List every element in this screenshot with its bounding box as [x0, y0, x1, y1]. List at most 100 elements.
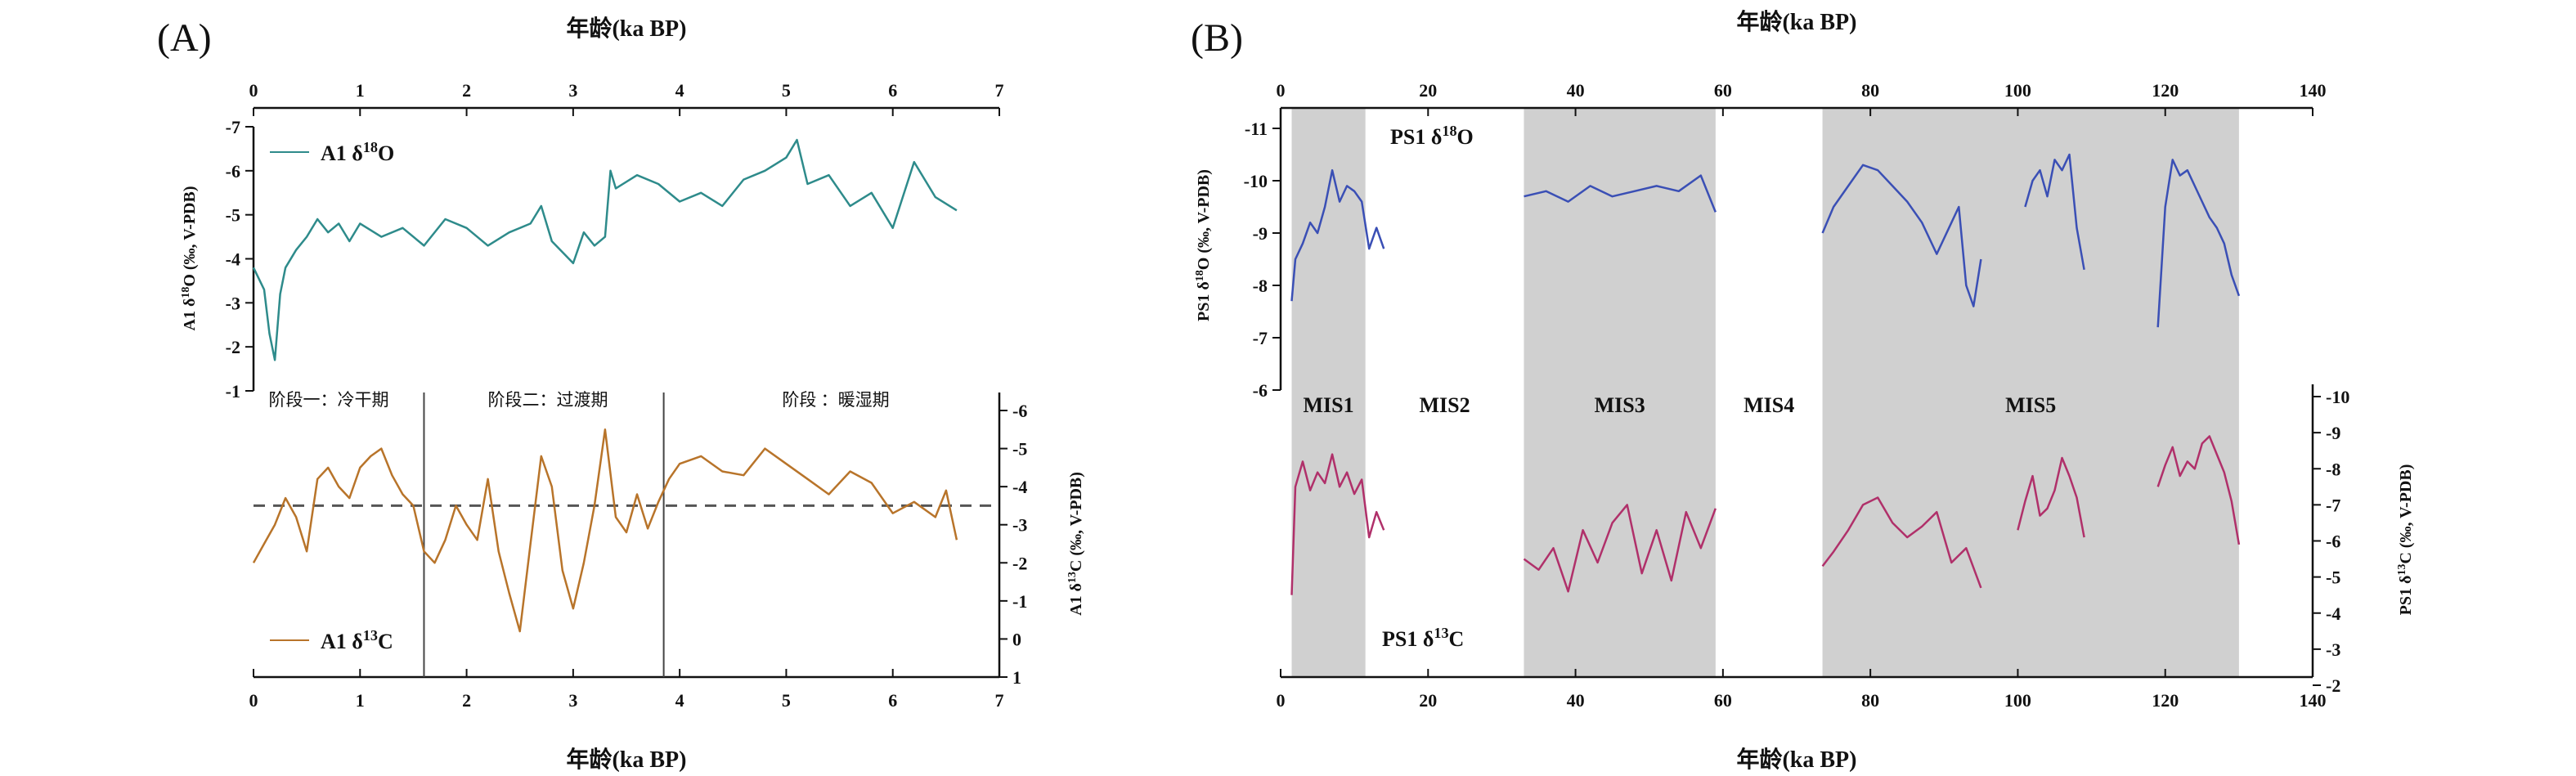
mis-label: MIS5 [2005, 393, 2056, 417]
series-line-ps1-d18o [2156, 159, 2241, 328]
right-y-tick-label: -5 [2326, 567, 2340, 588]
series-line-a1-d18o [252, 138, 958, 361]
right-y-tick-label: 1 [1012, 667, 1021, 688]
series-line-ps1-d13c [1523, 504, 1717, 593]
right-y-tick-label: -5 [1012, 439, 1027, 460]
stage-label: 阶段 ：暖湿期 [782, 390, 889, 410]
legend-label-a1-d18o: A1 δ18O [321, 139, 394, 165]
right-y-tick-label: 0 [1012, 629, 1021, 649]
stage-label: 阶段二：过渡期 [488, 390, 608, 410]
mis-label: MIS3 [1595, 393, 1645, 417]
series-line-ps1-d13c [2156, 435, 2241, 545]
left-y-tick-label: -3 [226, 293, 240, 313]
legend-label-a1-d13c: A1 δ13C [321, 627, 393, 653]
bottom-x-axis-title: 年龄(ka BP) [566, 746, 686, 773]
stage-label: 阶段一：冷干期 [269, 390, 389, 410]
top-x-tick-label: 80 [1861, 80, 1879, 101]
right-y-tick-label: -4 [2326, 603, 2340, 624]
bottom-x-tick-label: 7 [995, 690, 1004, 711]
bottom-x-tick-label: 4 [675, 690, 684, 711]
left-y-tick-label: -4 [226, 249, 240, 270]
top-x-tick-label: 0 [1277, 80, 1286, 101]
right-y-axis-label: PS1 δ13C (‰, V-PDB) [2396, 464, 2416, 616]
bottom-x-tick-label: 20 [1419, 690, 1437, 711]
series-line-ps1-d13c [1821, 496, 1982, 589]
bottom-x-tick-label: 3 [568, 690, 577, 711]
series-line-ps1-d18o [1524, 174, 1717, 213]
top-x-tick-label: 0 [249, 80, 258, 101]
top-x-tick-label: 4 [675, 80, 684, 101]
bottom-x-tick-label: 0 [249, 690, 258, 711]
bottom-x-tick-label: 100 [2004, 690, 2031, 711]
series-line-ps1-d18o [1821, 164, 1982, 307]
top-x-tick-label: 140 [2300, 80, 2327, 101]
right-y-tick-label: -6 [1012, 401, 1027, 421]
left-y-tick-label: -10 [1244, 171, 1268, 191]
bottom-x-axis-title: 年龄(ka BP) [1736, 746, 1856, 773]
top-x-tick-label: 3 [568, 80, 577, 101]
right-y-tick-label: -6 [2326, 532, 2340, 552]
bottom-x-tick-label: 120 [2152, 690, 2179, 711]
left-y-tick-label: -2 [226, 337, 240, 357]
left-y-tick-label: -6 [1253, 380, 1268, 401]
top-x-tick-label: 60 [1714, 80, 1732, 101]
mis-shaded-band [1291, 108, 1366, 677]
panel-label: (B) [1191, 16, 1243, 60]
series-line-ps1-d13c [2017, 456, 2085, 538]
mis-shaded-band [1524, 108, 1716, 677]
left-y-tick-label: -8 [1253, 276, 1268, 296]
top-x-tick-label: 120 [2152, 80, 2179, 101]
right-y-tick-label: -1 [1012, 591, 1027, 612]
bottom-x-tick-label: 80 [1861, 690, 1879, 711]
mis-shaded-band [1822, 108, 2239, 677]
bottom-x-tick-label: 40 [1567, 690, 1585, 711]
right-y-tick-label: -3 [1012, 515, 1027, 536]
legend-label-ps1-d18o: PS1 δ18O [1390, 123, 1474, 149]
bottom-x-tick-label: 60 [1714, 690, 1732, 711]
series-line-ps1-d18o [2024, 153, 2085, 271]
left-y-axis-label: A1 δ18O (‰, V-PDB) [180, 186, 200, 331]
series-line-a1-d13c [252, 428, 958, 633]
top-x-tick-label: 6 [888, 80, 897, 101]
right-y-axis-label: A1 δ13C (‰, V-PDB) [1066, 472, 1086, 616]
top-x-tick-label: 5 [782, 80, 791, 101]
panel-b: (B) MIS1 MIS2 MIS3 MIS4 MIS5 年龄(ka BP) 年龄(ka BP… [1191, 8, 2415, 773]
right-y-tick-label: -3 [2326, 639, 2340, 660]
right-y-tick-label: -2 [2326, 675, 2340, 696]
left-y-tick-label: -5 [226, 205, 240, 226]
bottom-x-tick-label: 5 [782, 690, 791, 711]
top-x-tick-label: 20 [1419, 80, 1437, 101]
series-line-ps1-d18o [1290, 168, 1385, 302]
right-y-tick-label: -2 [1012, 553, 1027, 573]
bottom-x-tick-label: 140 [2300, 690, 2327, 711]
left-y-tick-label: -7 [1253, 328, 1268, 348]
top-x-tick-label: 1 [356, 80, 365, 101]
bottom-x-tick-label: 2 [462, 690, 471, 711]
mis-label: MIS4 [1744, 393, 1794, 417]
series-line-ps1-d13c [1290, 453, 1385, 595]
legend-label-ps1-d13c: PS1 δ13C [1382, 625, 1464, 651]
left-y-axis-label: PS1 δ18O (‰, V-PDB) [1194, 169, 1214, 321]
panel-label: (A) [157, 16, 212, 60]
left-y-tick-label: -9 [1253, 223, 1268, 244]
left-y-tick-label: -7 [226, 117, 240, 137]
top-x-axis-title: 年龄(ka BP) [1736, 8, 1856, 35]
top-x-axis-title: 年龄(ka BP) [566, 15, 686, 42]
right-y-tick-label: -7 [2326, 495, 2340, 515]
right-y-tick-label: -9 [2326, 423, 2340, 443]
right-y-tick-label: -4 [1012, 477, 1027, 497]
top-x-tick-label: 2 [462, 80, 471, 101]
bottom-x-tick-label: 0 [1277, 690, 1286, 711]
right-y-tick-label: -10 [2326, 387, 2349, 407]
left-y-tick-label: -11 [1245, 119, 1268, 139]
panel-a: (A) 年龄(ka BP) 年龄(ka BP) 0 0 1 1 2 2 3 3 4 4 5 5 6 6 7 7 -7 -… [157, 15, 1085, 773]
mis-label: MIS2 [1420, 393, 1470, 417]
bottom-x-tick-label: 1 [356, 690, 365, 711]
bottom-x-tick-label: 6 [888, 690, 897, 711]
top-x-tick-label: 7 [995, 80, 1004, 101]
right-y-tick-label: -8 [2326, 459, 2340, 479]
left-y-tick-label: -1 [226, 381, 240, 401]
left-y-tick-label: -6 [226, 161, 240, 182]
top-x-tick-label: 40 [1567, 80, 1585, 101]
